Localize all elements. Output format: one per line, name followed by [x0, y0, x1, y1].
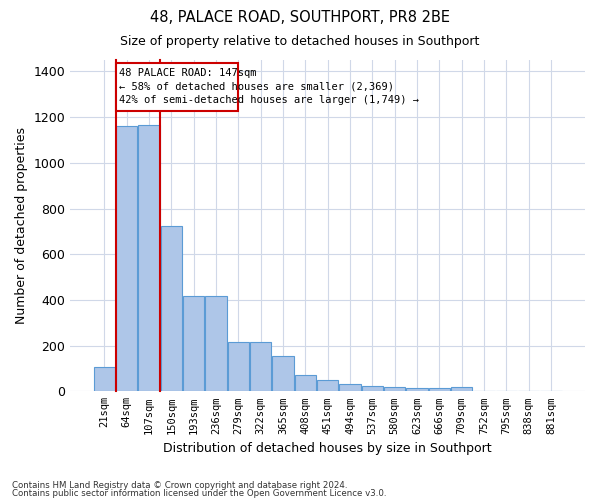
Text: ← 58% of detached houses are smaller (2,369): ← 58% of detached houses are smaller (2,…	[119, 82, 394, 92]
Text: 42% of semi-detached houses are larger (1,749) →: 42% of semi-detached houses are larger (…	[119, 96, 419, 106]
Bar	[161, 226, 182, 392]
Bar	[116, 64, 238, 112]
Bar	[295, 376, 316, 392]
Bar	[317, 380, 338, 392]
Y-axis label: Number of detached properties: Number of detached properties	[15, 127, 28, 324]
Bar	[451, 386, 472, 392]
Bar	[362, 386, 383, 392]
Text: Contains HM Land Registry data © Crown copyright and database right 2024.: Contains HM Land Registry data © Crown c…	[12, 481, 347, 490]
Bar	[139, 125, 160, 392]
Text: 48 PALACE ROAD: 147sqm: 48 PALACE ROAD: 147sqm	[119, 68, 257, 78]
Bar	[116, 126, 137, 392]
Text: 48, PALACE ROAD, SOUTHPORT, PR8 2BE: 48, PALACE ROAD, SOUTHPORT, PR8 2BE	[150, 10, 450, 25]
Text: Contains public sector information licensed under the Open Government Licence v3: Contains public sector information licen…	[12, 488, 386, 498]
Bar	[183, 296, 204, 392]
Bar	[227, 342, 249, 392]
Bar	[205, 296, 227, 392]
Bar	[250, 342, 271, 392]
Bar	[340, 384, 361, 392]
Bar	[429, 388, 450, 392]
Bar	[384, 386, 405, 392]
Bar	[406, 388, 428, 392]
X-axis label: Distribution of detached houses by size in Southport: Distribution of detached houses by size …	[163, 442, 492, 455]
Bar	[272, 356, 293, 392]
Text: Size of property relative to detached houses in Southport: Size of property relative to detached ho…	[121, 35, 479, 48]
Bar	[94, 368, 115, 392]
